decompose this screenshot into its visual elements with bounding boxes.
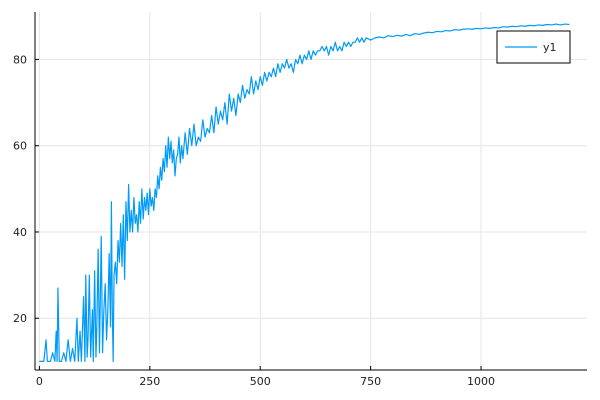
y-tick-label-0: 20 xyxy=(13,312,27,325)
x-tick-label-2: 500 xyxy=(250,375,271,388)
legend-label-y1: y1 xyxy=(543,41,557,54)
y-tick-label-1: 40 xyxy=(13,226,27,239)
x-tick-label-4: 1000 xyxy=(467,375,495,388)
y-tick-label-3: 80 xyxy=(13,53,27,66)
axes xyxy=(34,12,587,371)
grid xyxy=(35,12,587,370)
legend: y1 xyxy=(496,30,571,64)
series-group xyxy=(39,23,570,362)
series-line-y1 xyxy=(39,23,570,362)
x-tick-label-3: 750 xyxy=(360,375,381,388)
x-tick-label-1: 250 xyxy=(139,375,160,388)
x-tick-label-0: 0 xyxy=(36,375,43,388)
y-tick-label-2: 60 xyxy=(13,140,27,153)
tick-labels: 0 250 500 750 1000 20 40 60 80 xyxy=(13,53,495,388)
